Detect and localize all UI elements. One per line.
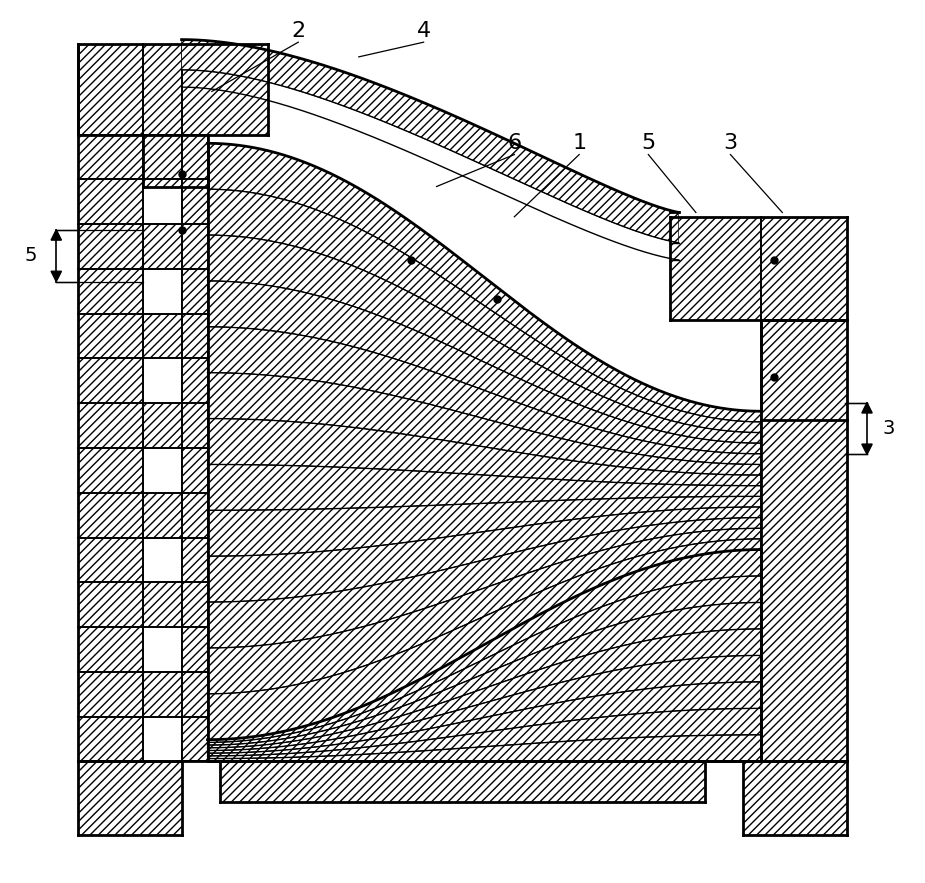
Polygon shape — [207, 549, 760, 743]
Polygon shape — [78, 135, 142, 761]
Polygon shape — [670, 216, 760, 321]
Polygon shape — [207, 735, 760, 761]
Bar — [142, 358, 181, 404]
Polygon shape — [207, 496, 760, 556]
Text: 2: 2 — [291, 21, 305, 41]
Polygon shape — [207, 281, 760, 454]
Polygon shape — [207, 373, 760, 475]
Bar — [142, 538, 181, 582]
Text: 3: 3 — [882, 419, 894, 438]
Polygon shape — [207, 655, 760, 753]
Polygon shape — [207, 528, 760, 694]
Polygon shape — [207, 419, 760, 486]
Polygon shape — [760, 420, 847, 761]
Polygon shape — [744, 761, 847, 834]
Polygon shape — [207, 464, 760, 510]
Polygon shape — [207, 507, 760, 602]
Polygon shape — [207, 327, 760, 464]
Polygon shape — [207, 682, 760, 756]
Polygon shape — [78, 44, 268, 135]
Text: 5: 5 — [641, 133, 656, 154]
Text: 5: 5 — [25, 246, 37, 265]
Bar — [142, 716, 181, 761]
Polygon shape — [207, 189, 760, 433]
Polygon shape — [51, 230, 61, 240]
Polygon shape — [862, 403, 872, 413]
Text: 1: 1 — [573, 133, 586, 154]
Bar — [142, 627, 181, 672]
Polygon shape — [181, 40, 679, 243]
Polygon shape — [862, 444, 872, 455]
Polygon shape — [207, 629, 760, 751]
Polygon shape — [142, 135, 207, 761]
Polygon shape — [207, 576, 760, 745]
Text: 3: 3 — [723, 133, 737, 154]
Polygon shape — [207, 143, 760, 422]
Polygon shape — [760, 216, 847, 321]
Polygon shape — [760, 321, 847, 420]
Polygon shape — [207, 708, 760, 758]
Polygon shape — [51, 271, 61, 282]
Polygon shape — [220, 761, 705, 802]
Polygon shape — [207, 602, 760, 748]
Bar — [142, 448, 181, 493]
Polygon shape — [207, 235, 760, 443]
Text: 4: 4 — [416, 21, 431, 41]
Polygon shape — [78, 761, 181, 834]
Bar — [142, 269, 181, 313]
Polygon shape — [207, 539, 760, 740]
Bar — [142, 179, 181, 224]
Text: 6: 6 — [507, 133, 522, 154]
Polygon shape — [142, 135, 207, 186]
Polygon shape — [207, 517, 760, 648]
